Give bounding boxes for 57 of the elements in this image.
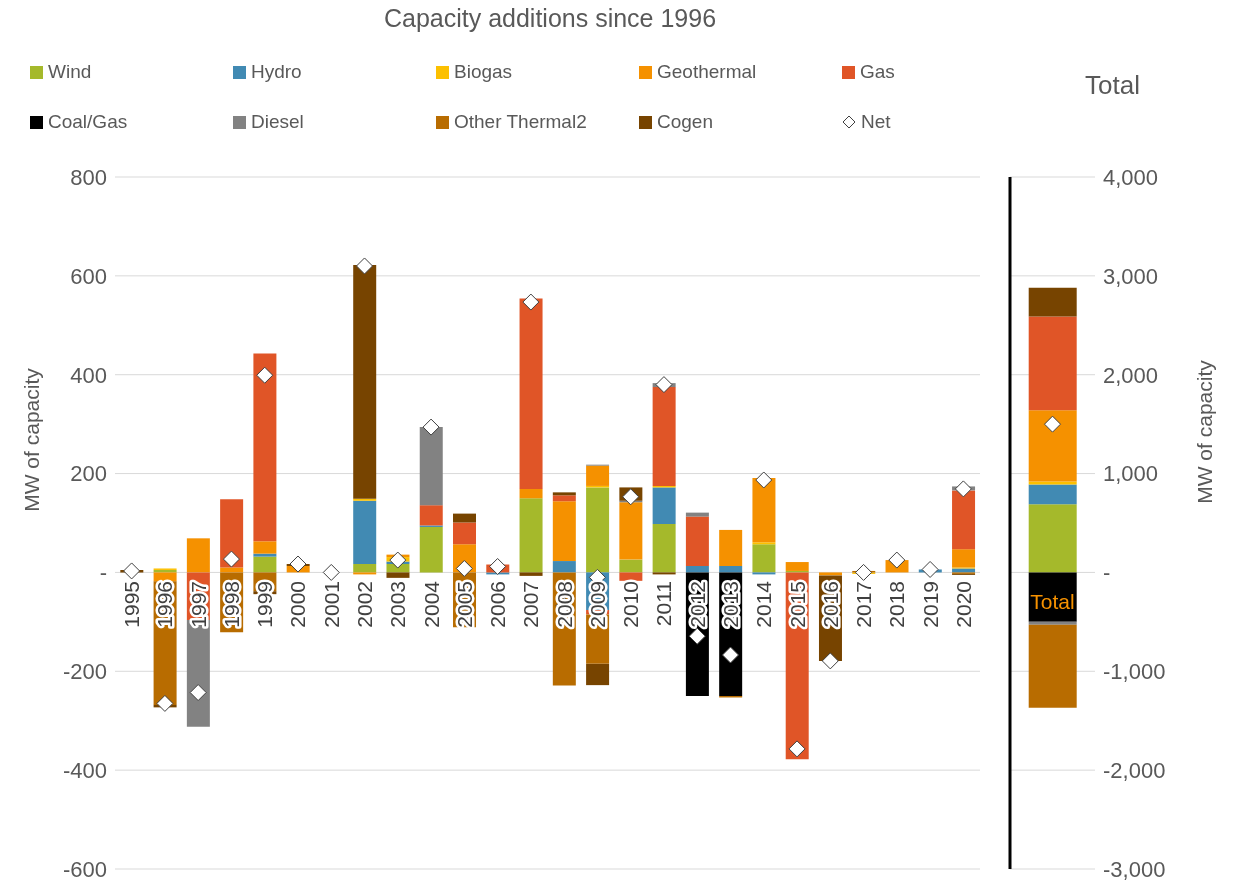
legend-label: Hydro xyxy=(251,61,302,83)
y-axis-title: MW of capacity xyxy=(20,368,44,512)
y-tick-label: 4,000 xyxy=(1103,164,1159,190)
y-tick-label: 800 xyxy=(70,164,107,190)
x-tick-label: 2000 xyxy=(286,581,310,628)
legend-label: Wind xyxy=(48,61,92,83)
y-tick-label: -3,000 xyxy=(1103,856,1166,880)
legend-label: Gas xyxy=(860,61,895,83)
x-tick-label: 2007 xyxy=(519,581,543,628)
x-tick-label: 2003 xyxy=(386,581,410,628)
y-tick-label: 200 xyxy=(70,461,107,487)
x-tick-label: 2011 xyxy=(652,581,676,627)
y-tick-label: 400 xyxy=(70,362,107,388)
x-tick-label: 2016 xyxy=(818,581,842,628)
x-tick-label: 1998 xyxy=(219,581,243,628)
y-tick-label: -200 xyxy=(62,659,107,685)
y-tick-label: 2,000 xyxy=(1103,362,1159,388)
y-tick-label: - xyxy=(99,560,107,586)
x-tick-label: 2013 xyxy=(718,581,742,628)
legend-label: Biogas xyxy=(454,61,513,83)
y-tick-label: - xyxy=(1103,560,1111,586)
x-tick-label: 2006 xyxy=(486,581,510,628)
x-tick-label: 1996 xyxy=(153,581,177,628)
x-tick-label: 2002 xyxy=(353,581,377,628)
x-tick-label: 1995 xyxy=(120,581,144,628)
y-tick-label: -600 xyxy=(62,856,107,880)
y-tick-label: -2,000 xyxy=(1103,757,1166,783)
x-tick-label: 2017 xyxy=(852,581,876,628)
x-tick-label: 2008 xyxy=(552,581,576,628)
legend-label: Net xyxy=(861,111,891,133)
x-tick-label: 2019 xyxy=(918,581,942,628)
x-tick-label: 2012 xyxy=(685,581,709,628)
y-tick-label: -400 xyxy=(62,757,107,783)
legend-label: Cogen xyxy=(657,111,713,133)
x-tick-label: 1999 xyxy=(253,581,277,628)
y-axis-title: MW of capacity xyxy=(1193,360,1217,504)
y-tick-label: 3,000 xyxy=(1103,263,1159,289)
legend-label: Diesel xyxy=(251,111,304,133)
x-tick-label: 2020 xyxy=(951,581,975,628)
y-tick-label: 1,000 xyxy=(1103,461,1159,487)
chart-title: Total xyxy=(1085,70,1140,101)
chart-title: Capacity additions since 1996 xyxy=(382,4,718,33)
x-tick-label: 2009 xyxy=(585,581,609,628)
x-tick-label: 2001 xyxy=(319,581,343,628)
x-tick-label: Total xyxy=(1030,590,1075,613)
legend-label: Coal/Gas xyxy=(48,111,128,133)
y-tick-label: 600 xyxy=(70,263,107,289)
x-tick-label: 1997 xyxy=(186,581,210,628)
x-tick-label: 2005 xyxy=(452,581,476,628)
x-tick-label: 2004 xyxy=(419,580,443,628)
y-tick-label: -1,000 xyxy=(1103,659,1166,685)
x-tick-label: 2018 xyxy=(885,581,909,628)
x-tick-label: 2010 xyxy=(619,581,643,628)
x-tick-label: 2014 xyxy=(752,580,776,628)
legend-label: Geothermal xyxy=(657,61,757,83)
x-tick-label: 2015 xyxy=(785,581,809,628)
legend-label: Other Thermal2 xyxy=(454,111,587,133)
